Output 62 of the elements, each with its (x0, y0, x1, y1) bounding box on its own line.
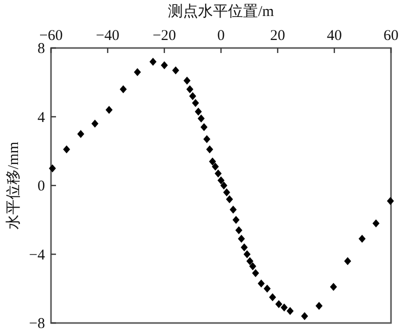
point (344, 257, 352, 266)
y-tick-label: −4 (29, 247, 46, 264)
point (252, 269, 260, 278)
point (301, 312, 308, 320)
point (189, 92, 196, 100)
point (184, 76, 190, 85)
x-tick-label: −20 (152, 28, 176, 44)
point (280, 304, 288, 312)
x-tick-label: 0 (217, 28, 225, 44)
point (134, 68, 141, 76)
y-tick-label: 0 (38, 178, 45, 194)
point (63, 145, 70, 154)
point (220, 182, 228, 190)
point (246, 257, 254, 266)
point (172, 66, 180, 74)
point (372, 219, 380, 228)
x-axis-title: 测点水平位置/m (168, 3, 274, 20)
point (120, 85, 127, 94)
point (192, 99, 199, 107)
point (198, 114, 205, 122)
point (91, 120, 98, 128)
point (200, 123, 208, 132)
point (230, 206, 237, 214)
point (269, 293, 276, 302)
y-tick-label: 8 (38, 41, 45, 57)
point (330, 282, 337, 291)
point (286, 306, 294, 315)
point (226, 195, 233, 204)
x-tick-label: −60 (39, 28, 63, 44)
point (203, 135, 210, 144)
point (218, 176, 224, 184)
x-tick-label: 20 (270, 28, 286, 44)
point (186, 85, 194, 94)
point (206, 145, 214, 154)
point (386, 196, 394, 205)
point (150, 58, 156, 66)
point (209, 157, 216, 166)
y-tick-label: −8 (29, 316, 45, 331)
point (194, 108, 202, 116)
point (223, 188, 230, 196)
point (275, 300, 282, 308)
point (232, 216, 240, 224)
point (214, 169, 222, 178)
point (244, 250, 251, 258)
point (358, 234, 366, 243)
y-axis-title: 水平位移/mm (5, 141, 22, 230)
point (106, 106, 113, 114)
point (240, 243, 248, 252)
point (235, 226, 242, 234)
y-tick-label: 4 (38, 110, 46, 126)
point (160, 61, 168, 70)
point (77, 130, 84, 138)
point (258, 279, 265, 288)
point (48, 164, 56, 172)
x-tick-label: −40 (96, 28, 120, 44)
x-tick-label: 60 (384, 28, 398, 44)
point (249, 262, 256, 270)
point (316, 302, 323, 310)
point (212, 162, 219, 171)
x-tick-label: 40 (326, 28, 342, 44)
point (264, 284, 271, 293)
point (238, 234, 245, 243)
